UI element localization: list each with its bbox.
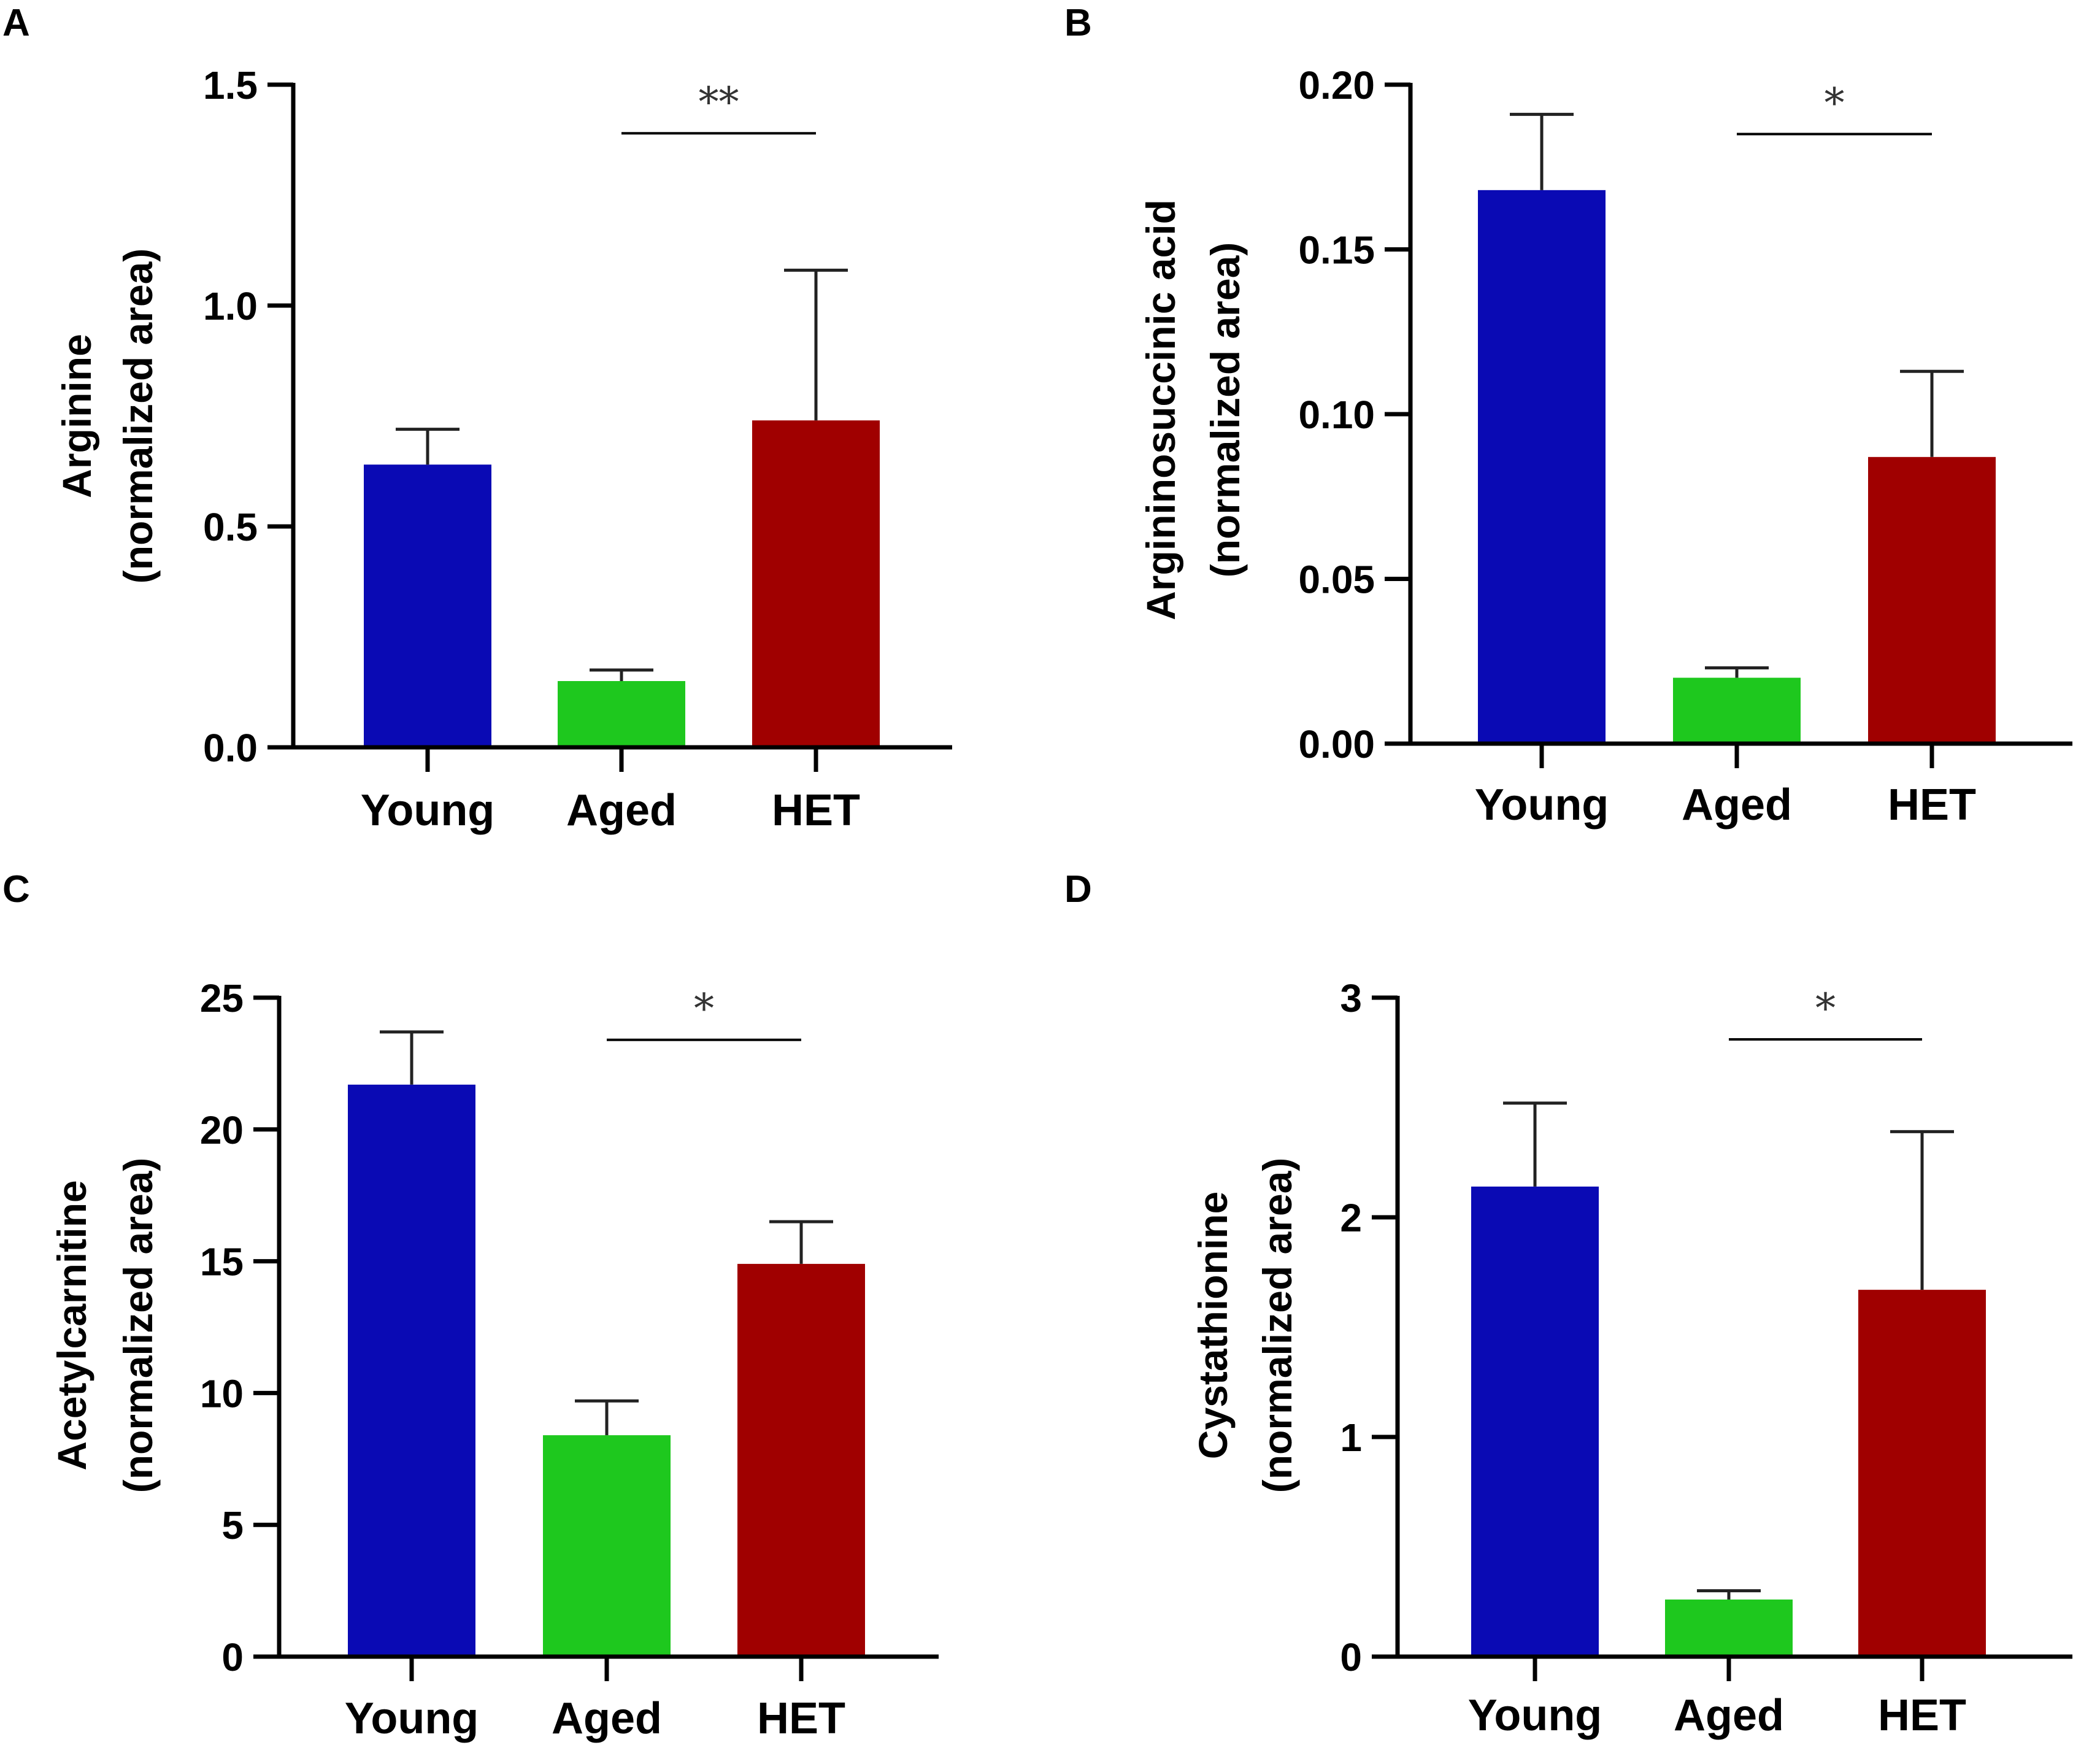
y-axis-subtitle: (normalized area) (115, 248, 161, 584)
y-tick-label: 25 (200, 976, 244, 1020)
significance-marker: ** (621, 79, 816, 135)
y-tick-label: 0.00 (1298, 722, 1375, 766)
error-bar-aged (575, 1399, 639, 1436)
y-tick-label: 10 (200, 1371, 244, 1415)
y-tick-label: 1.0 (203, 284, 258, 328)
y-tick-label: 1 (1340, 1415, 1362, 1460)
error-bar-het (1900, 369, 1964, 457)
x-tick-label-aged: Aged (1674, 1691, 1784, 1740)
y-tick-label: 3 (1340, 976, 1362, 1020)
error-bar-young (380, 1030, 444, 1085)
bar-het (1858, 1290, 1986, 1657)
significance-label: * (1815, 985, 1836, 1032)
error-bar-het (784, 268, 848, 421)
bar-aged (1673, 677, 1801, 744)
error-bar-aged (1697, 1589, 1761, 1600)
error-bar-young (1503, 1101, 1567, 1187)
bar-young (348, 1084, 475, 1657)
y-tick-label: 5 (221, 1503, 244, 1547)
x-tick-label-young: Young (345, 1694, 479, 1743)
significance-label: ** (699, 79, 739, 126)
bar-aged (1665, 1599, 1793, 1657)
y-axis-subtitle: (normalized area) (1202, 242, 1248, 578)
panel-d: D 0 1 2 3 Young Aged HET Cystathionine (normalize… (1064, 868, 2072, 1740)
y-tick-label: 0.20 (1298, 63, 1375, 107)
error-bar-young (1510, 112, 1574, 190)
y-tick-label: 0.0 (203, 726, 258, 770)
x-tick-label-young: Young (361, 786, 495, 835)
panel-letter-d: D (1064, 868, 1092, 911)
x-tick-label-het: HET (1888, 780, 1976, 830)
y-tick-label: 0.5 (203, 505, 258, 549)
x-tick-label-aged: Aged (1682, 780, 1792, 830)
panel-letter-b: B (1064, 2, 1092, 44)
panel-letter-c: C (2, 868, 30, 911)
y-axis-title: Arginine (54, 334, 99, 498)
y-tick-label: 0.10 (1298, 393, 1375, 437)
y-axis-title: Argininosuccinic acid (1138, 199, 1183, 620)
bar-aged (543, 1435, 671, 1657)
y-axis-title: Acetylcarnitine (49, 1180, 94, 1470)
x-tick-label-aged: Aged (552, 1694, 662, 1743)
error-bar-het (1890, 1130, 1954, 1290)
x-tick-label-het: HET (1878, 1691, 1966, 1740)
bar-het (1868, 456, 1996, 744)
x-tick-label-het: HET (757, 1694, 845, 1743)
y-axis-subtitle: (normalized area) (1255, 1158, 1300, 1493)
x-tick-label-young: Young (1468, 1691, 1602, 1740)
significance-marker: * (607, 985, 801, 1041)
x-tick-label-aged: Aged (566, 786, 677, 835)
y-tick-label: 0 (221, 1635, 244, 1679)
bar-young (1478, 190, 1606, 744)
y-tick-label: 0 (1340, 1635, 1362, 1679)
y-tick-label: 0.15 (1298, 228, 1375, 272)
error-bar-het (769, 1220, 833, 1264)
bar-young (364, 464, 491, 747)
panel-c: C 0 5 10 15 20 25 Young Aged HET Acetylcarnitine (n… (2, 868, 939, 1743)
significance-label: * (694, 985, 714, 1033)
x-tick-label-het: HET (772, 786, 860, 835)
y-tick-label: 1.5 (203, 63, 258, 107)
y-axis-subtitle: (normalized area) (115, 1158, 161, 1493)
panel-a: A 0.0 0.5 1.0 1.5 Young Aged HET Arginine (normal… (2, 2, 952, 835)
bar-aged (558, 681, 685, 747)
y-tick-label: 15 (200, 1240, 244, 1284)
bar-young (1471, 1186, 1599, 1657)
y-axis-title: Cystathionine (1190, 1192, 1236, 1459)
error-bar-aged (590, 668, 653, 681)
significance-marker: * (1729, 985, 1922, 1041)
bar-het (752, 420, 880, 747)
y-tick-label: 20 (200, 1108, 244, 1152)
panel-letter-a: A (2, 2, 30, 44)
panel-b: B 0.00 0.05 0.10 0.15 0.20 Young Aged HET Arginin… (1064, 2, 2072, 830)
y-tick-label: 2 (1340, 1196, 1362, 1240)
x-tick-label-young: Young (1475, 780, 1609, 830)
error-bar-aged (1705, 666, 1769, 678)
error-bar-young (396, 428, 460, 465)
significance-label: * (1825, 80, 1845, 127)
significance-marker: * (1737, 80, 1932, 136)
bar-het (737, 1263, 865, 1657)
y-tick-label: 0.05 (1298, 558, 1375, 602)
